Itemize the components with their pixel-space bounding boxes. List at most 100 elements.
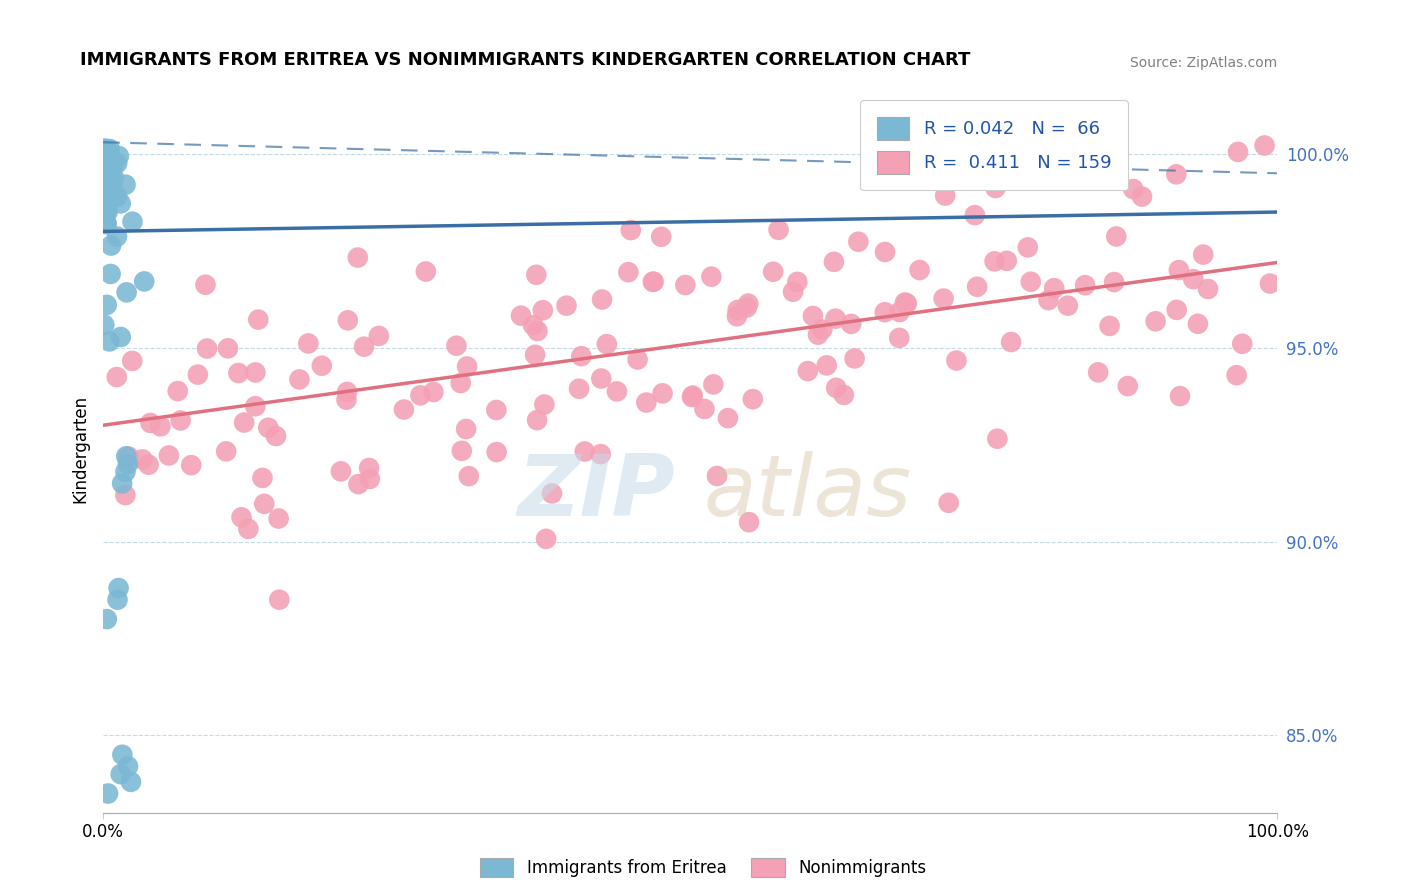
Point: [131, 452, 153, 467]
Point: [844, 351, 866, 366]
Point: [233, 416, 256, 430]
Point: [568, 382, 591, 396]
Point: [107, 592, 129, 607]
Point: [422, 384, 444, 399]
Point: [180, 458, 202, 472]
Point: [93, 178, 115, 192]
Point: [741, 392, 763, 406]
Point: [105, 370, 128, 384]
Point: [94, 176, 117, 190]
Point: [97, 175, 120, 189]
Point: [894, 297, 917, 311]
Point: [643, 275, 665, 289]
Point: [139, 416, 162, 430]
Point: [801, 309, 824, 323]
Point: [1085, 147, 1108, 161]
Point: [215, 444, 238, 458]
Point: [606, 384, 628, 399]
Point: [93, 318, 115, 332]
Point: [725, 310, 748, 324]
Point: [335, 392, 357, 407]
Point: [626, 352, 648, 367]
Point: [409, 388, 432, 402]
Point: [93, 173, 115, 187]
Point: [673, 278, 696, 293]
Point: [873, 245, 896, 260]
Point: [693, 401, 716, 416]
Point: [456, 422, 478, 436]
Point: [524, 348, 547, 362]
Point: [591, 293, 613, 307]
Point: [100, 170, 122, 185]
Point: [1144, 314, 1167, 328]
Point: [596, 337, 619, 351]
Point: [983, 254, 1005, 268]
Point: [832, 388, 855, 402]
Point: [120, 775, 142, 789]
Point: [217, 342, 239, 356]
Point: [1187, 317, 1209, 331]
Point: [1019, 275, 1042, 289]
Point: [93, 194, 115, 208]
Point: [194, 277, 217, 292]
Point: [873, 305, 896, 319]
Point: [986, 432, 1008, 446]
Point: [166, 384, 188, 398]
Point: [446, 339, 468, 353]
Point: [110, 196, 132, 211]
Point: [415, 264, 437, 278]
Legend: Immigrants from Eritrea, Nonimmigrants: Immigrants from Eritrea, Nonimmigrants: [474, 851, 932, 884]
Point: [889, 331, 911, 345]
Point: [297, 336, 319, 351]
Text: Source: ZipAtlas.com: Source: ZipAtlas.com: [1130, 55, 1278, 70]
Point: [574, 444, 596, 458]
Point: [149, 419, 172, 434]
Point: [157, 449, 180, 463]
Point: [894, 295, 917, 310]
Point: [1182, 272, 1205, 286]
Point: [100, 267, 122, 281]
Point: [1166, 302, 1188, 317]
Point: [97, 150, 120, 164]
Point: [531, 303, 554, 318]
Point: [762, 265, 785, 279]
Point: [264, 429, 287, 443]
Point: [1017, 240, 1039, 254]
Point: [966, 280, 988, 294]
Point: [1102, 275, 1125, 289]
Point: [114, 488, 136, 502]
Point: [682, 388, 704, 402]
Legend: R = 0.042   N =  66, R =  0.411   N = 159: R = 0.042 N = 66, R = 0.411 N = 159: [860, 101, 1128, 190]
Point: [195, 342, 218, 356]
Point: [138, 458, 160, 472]
Point: [702, 377, 724, 392]
Point: [98, 334, 121, 349]
Point: [94, 170, 117, 185]
Point: [1038, 293, 1060, 307]
Point: [846, 235, 869, 249]
Point: [485, 403, 508, 417]
Text: ZIP: ZIP: [517, 450, 675, 533]
Point: [97, 146, 120, 161]
Point: [510, 309, 533, 323]
Point: [768, 223, 790, 237]
Point: [311, 359, 333, 373]
Point: [105, 189, 128, 203]
Point: [96, 178, 118, 192]
Point: [727, 303, 749, 318]
Point: [238, 522, 260, 536]
Point: [938, 496, 960, 510]
Point: [620, 223, 643, 237]
Point: [1056, 299, 1078, 313]
Point: [1116, 379, 1139, 393]
Point: [228, 366, 250, 380]
Point: [118, 450, 141, 464]
Point: [807, 327, 830, 342]
Point: [94, 205, 117, 219]
Point: [1000, 334, 1022, 349]
Point: [94, 195, 117, 210]
Point: [1130, 189, 1153, 203]
Point: [908, 263, 931, 277]
Point: [96, 159, 118, 173]
Point: [121, 215, 143, 229]
